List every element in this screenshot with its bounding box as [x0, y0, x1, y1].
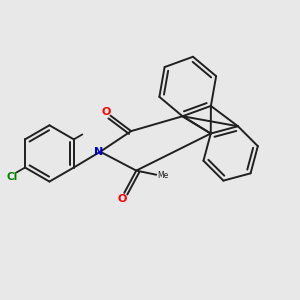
Text: Cl: Cl — [7, 172, 18, 182]
Text: O: O — [101, 107, 110, 117]
Text: O: O — [118, 194, 127, 204]
Text: Me: Me — [158, 171, 169, 180]
Text: N: N — [94, 147, 104, 157]
